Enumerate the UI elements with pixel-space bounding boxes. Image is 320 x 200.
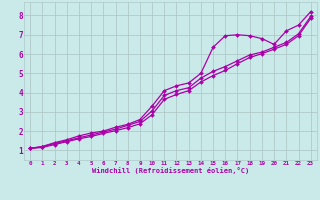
X-axis label: Windchill (Refroidissement éolien,°C): Windchill (Refroidissement éolien,°C) (92, 167, 249, 174)
